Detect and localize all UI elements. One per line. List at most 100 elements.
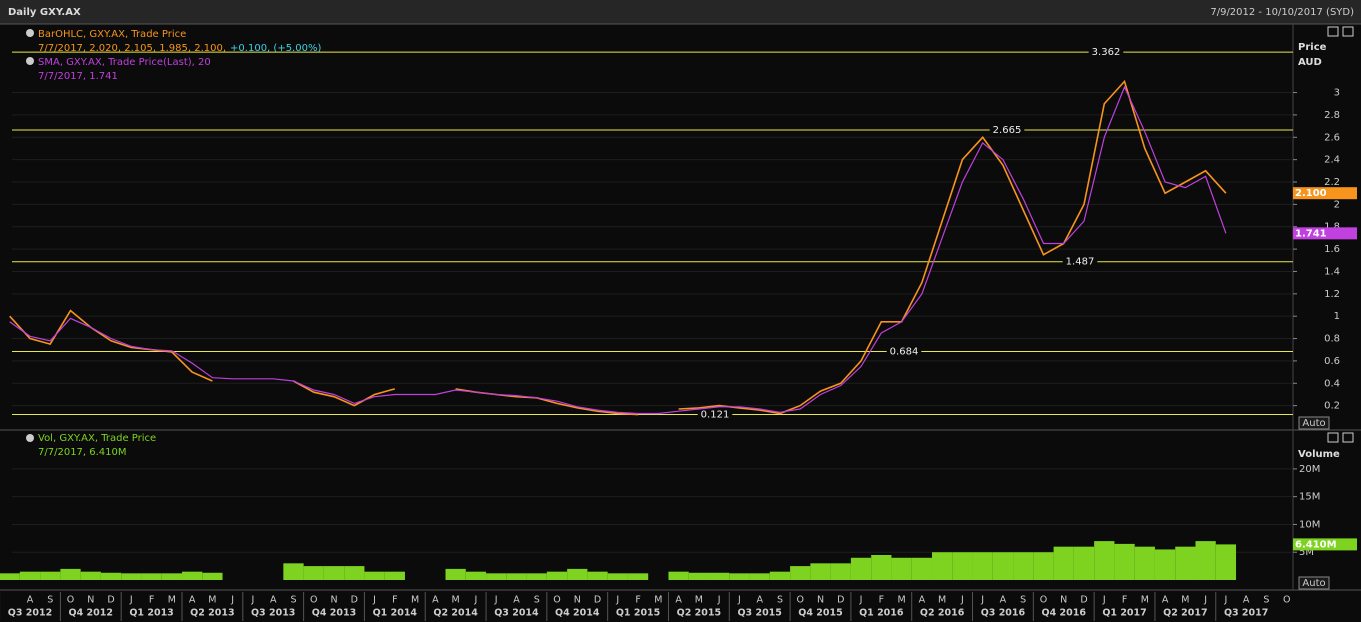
window-button[interactable] (1327, 26, 1339, 37)
legend-icon[interactable] (26, 434, 34, 442)
y-tick-label: 0.8 (1324, 334, 1340, 345)
x-tick-label: A (756, 595, 763, 606)
x-tick-label: O (553, 595, 560, 606)
volume-bar (668, 571, 689, 580)
y2-tick-label: 5M (1299, 547, 1314, 558)
y-tick-label: 1.6 (1324, 244, 1340, 255)
volume-bar (1175, 546, 1196, 580)
x-tick-label: A (1000, 595, 1007, 606)
volume-bar (80, 571, 101, 580)
quarter-label: Q2 2016 (920, 608, 965, 619)
volume-bar (364, 571, 385, 580)
y-tick-label: 2.8 (1324, 110, 1340, 121)
close-button[interactable] (1342, 26, 1354, 37)
quarter-label: Q3 2012 (8, 608, 52, 619)
quarter-label: Q4 2013 (312, 608, 356, 619)
auto-button[interactable] (1298, 576, 1330, 590)
quarter-label: Q3 2013 (251, 608, 295, 619)
volume-bar (952, 552, 973, 580)
x-tick-label: O (67, 595, 74, 606)
x-tick-label: J (859, 595, 863, 606)
quarter-label: Q4 2014 (555, 608, 600, 619)
last-price-bg (1293, 187, 1357, 200)
x-tick-label: S (777, 595, 783, 606)
volume-bar (283, 563, 304, 580)
close-button[interactable] (1342, 432, 1354, 443)
x-tick-label: N (330, 595, 337, 606)
x-tick-label: D (351, 595, 358, 606)
quarter-label: Q1 2016 (859, 608, 904, 619)
x-tick-label: J (474, 595, 478, 606)
series-line (9, 85, 1227, 415)
legend-sma: SMA, GXY.AX, Trade Price(Last), 20 (38, 57, 211, 68)
window-button[interactable] (1327, 432, 1339, 443)
y2-tick-label: 20M (1299, 464, 1320, 475)
x-tick-label: J (960, 595, 964, 606)
volume-bar (1033, 552, 1054, 580)
x-tick-label: A (270, 595, 277, 606)
volume-bar (871, 555, 892, 580)
last-volume: 6.410M (1295, 539, 1337, 550)
auto-label[interactable]: Auto (1302, 418, 1325, 429)
auto-label[interactable]: Auto (1302, 578, 1325, 589)
quarter-label: Q3 2016 (981, 608, 1026, 619)
x-tick-label: A (513, 595, 520, 606)
level-label: 0.684 (890, 347, 919, 358)
x-tick-label: S (47, 595, 53, 606)
auto-button[interactable] (1298, 416, 1330, 430)
x-tick-label: S (1263, 595, 1269, 606)
volume-bar (627, 573, 649, 580)
volume-bar (526, 573, 547, 580)
quarter-label: Q3 2015 (737, 608, 781, 619)
volume-bar (506, 573, 527, 580)
y2-tick-label: 15M (1299, 492, 1320, 503)
legend-icon[interactable] (26, 29, 34, 37)
volume-bar (546, 571, 568, 580)
x-tick-label: N (817, 595, 824, 606)
x-tick-label: F (1122, 595, 1127, 606)
quarter-label: Q4 2015 (798, 608, 842, 619)
volume-bar (141, 573, 162, 580)
volume-bar (181, 571, 203, 580)
x-tick-label: J (129, 595, 133, 606)
volume-bar (1154, 549, 1176, 580)
x-tick-label: N (1060, 595, 1067, 606)
volume-bar (465, 571, 487, 580)
header-title: Daily GXY.AX (8, 7, 81, 18)
level-label: 3.362 (1092, 47, 1121, 58)
volume-bar (121, 573, 142, 580)
x-tick-label: A (1243, 595, 1250, 606)
y-tick-label: 1.8 (1324, 222, 1340, 233)
x-tick-label: A (1162, 595, 1169, 606)
x-tick-label: O (1040, 595, 1047, 606)
y-tick-label: 1.2 (1324, 289, 1340, 300)
last-price: 2.100 (1295, 188, 1327, 199)
x-tick-label: F (635, 595, 640, 606)
volume-bar (911, 557, 932, 580)
volume-bar (1073, 546, 1095, 580)
volume-bar (810, 563, 831, 580)
volume-bar (384, 571, 405, 580)
x-tick-label: J (1203, 595, 1207, 606)
level-label-bg (989, 125, 1025, 137)
header-range: 7/9/2012 - 10/10/2017 (SYD) (1210, 7, 1354, 18)
volume-bar (344, 566, 365, 580)
y-tick-label: 3 (1334, 88, 1340, 99)
quarter-label: Q2 2015 (677, 608, 721, 619)
volume-bar (850, 557, 872, 580)
quarter-label: Q3 2014 (494, 608, 539, 619)
quarter-label: Q2 2017 (1163, 608, 1207, 619)
x-tick-label: F (392, 595, 397, 606)
quarter-label: Q2 2013 (190, 608, 234, 619)
x-tick-label: A (919, 595, 926, 606)
volume-bar (445, 568, 466, 580)
volume-bar (891, 557, 912, 580)
level-label-bg (1088, 47, 1124, 59)
x-tick-label: J (737, 595, 741, 606)
x-tick-label: N (87, 595, 94, 606)
legend-icon[interactable] (26, 57, 34, 65)
legend-ohlc-values: 7/7/2017, 2.020, 2.105, 1.985, 2.100, (38, 43, 226, 54)
volume-bar (567, 568, 588, 580)
volume-bar (161, 573, 182, 580)
x-tick-label: A (432, 595, 439, 606)
